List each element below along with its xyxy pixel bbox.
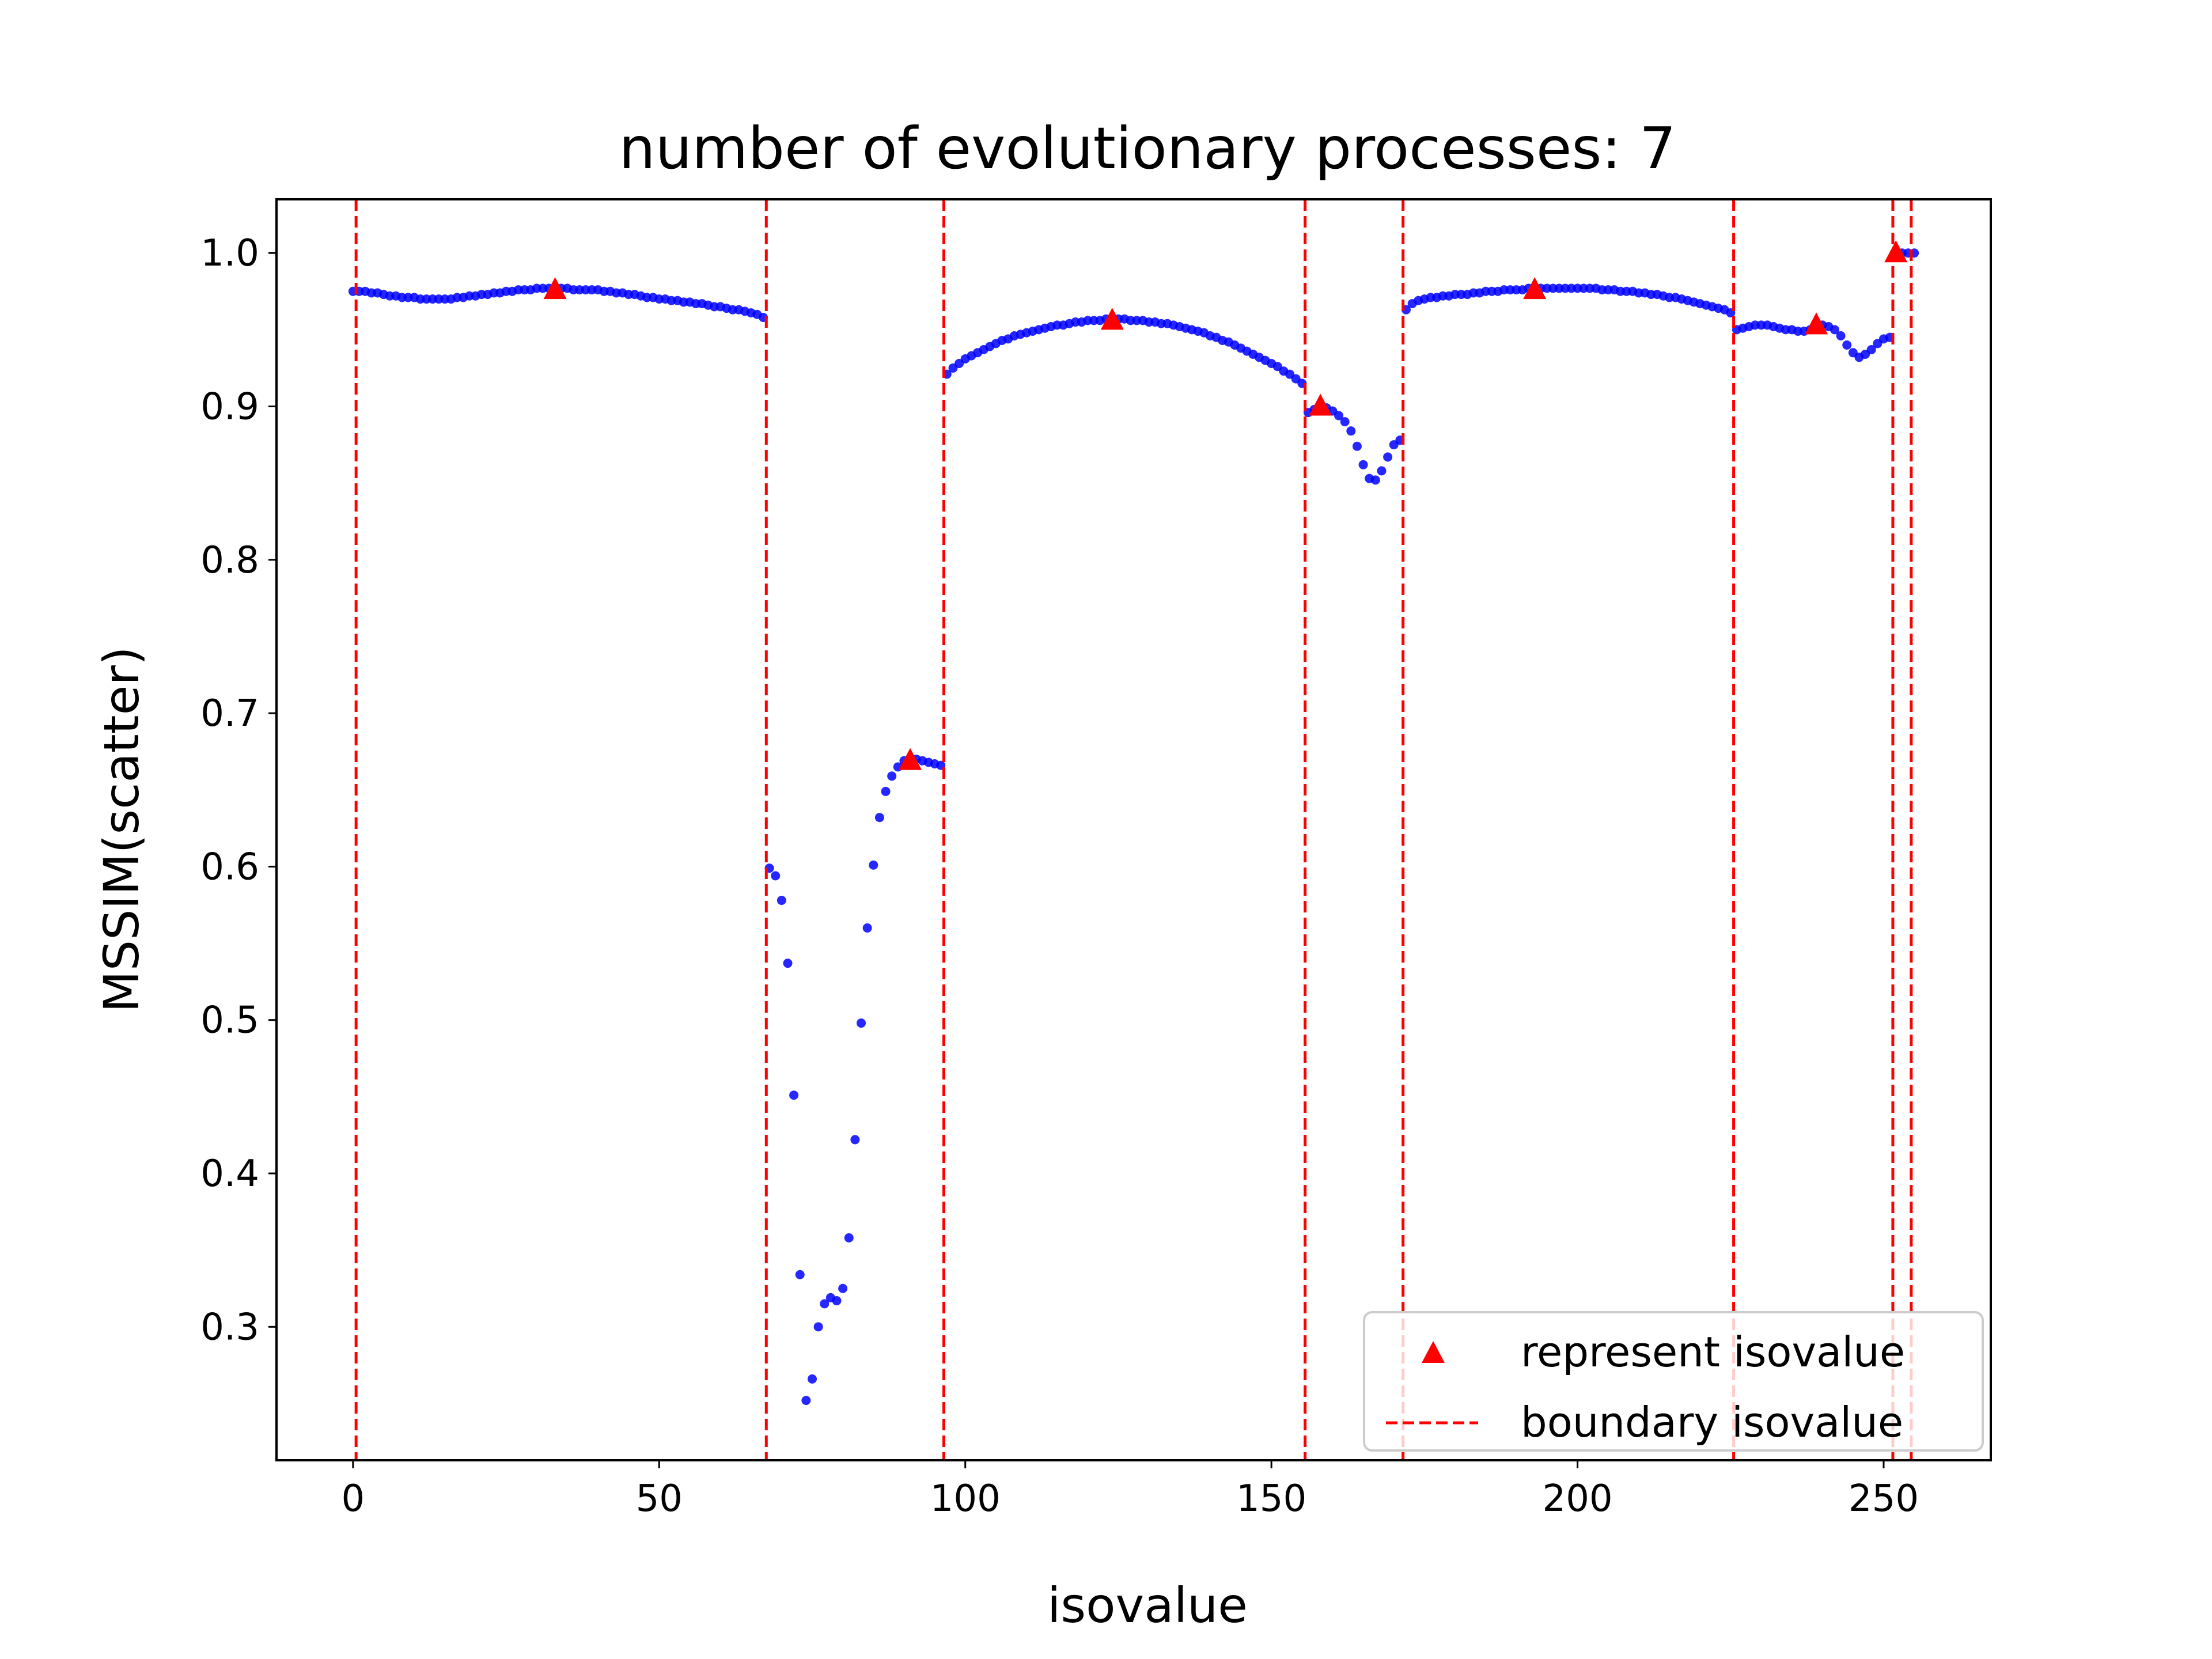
scatter-point bbox=[838, 1283, 848, 1293]
scatter-point bbox=[801, 1396, 811, 1406]
x-axis: 0 50 100 150 200 250 bbox=[341, 1460, 1919, 1520]
legend-represent-icon bbox=[1422, 1341, 1445, 1363]
scatter-point bbox=[808, 1374, 817, 1384]
x-tick-label: 100 bbox=[930, 1478, 1001, 1520]
scatter-point bbox=[820, 1299, 830, 1309]
legend: represent isovalue boundary isovalue bbox=[1363, 1311, 1984, 1452]
plot-area bbox=[348, 199, 1919, 1460]
scatter-point bbox=[832, 1296, 842, 1306]
x-tick-label: 250 bbox=[1849, 1478, 1919, 1520]
scatter-point bbox=[881, 786, 891, 796]
y-tick-label: 0.8 bbox=[200, 539, 259, 582]
x-tick-label: 150 bbox=[1236, 1478, 1306, 1520]
y-tick-label: 1.0 bbox=[200, 232, 259, 275]
scatter-point bbox=[771, 871, 781, 881]
scatter-point bbox=[1377, 466, 1387, 476]
x-tick-label: 50 bbox=[636, 1478, 683, 1520]
scatter-point bbox=[1340, 417, 1350, 427]
represent-marker bbox=[1523, 277, 1547, 300]
scatter-point bbox=[1358, 460, 1368, 469]
y-axis: 0.3 0.4 0.5 0.6 0.7 0.8 0.9 1.0 bbox=[200, 232, 276, 1349]
y-tick-label: 0.5 bbox=[200, 999, 259, 1042]
represent-marker bbox=[543, 277, 567, 300]
scatter-point bbox=[1370, 475, 1380, 485]
scatter-point bbox=[783, 959, 793, 968]
scatter-point bbox=[857, 1018, 866, 1028]
legend-boundary-label: boundary isovalue bbox=[1521, 1398, 1903, 1446]
x-tick-label: 200 bbox=[1542, 1478, 1612, 1520]
chart-title: number of evolutionary processes: 7 bbox=[619, 115, 1676, 182]
scatter-point bbox=[1842, 340, 1852, 350]
represent-marker bbox=[899, 748, 922, 770]
scatter-point bbox=[1383, 452, 1393, 462]
y-tick-label: 0.7 bbox=[200, 692, 259, 735]
scatter-point bbox=[850, 1135, 860, 1145]
represent-marker bbox=[1309, 393, 1332, 416]
scatter-point bbox=[869, 860, 878, 870]
scatter-point bbox=[1334, 411, 1344, 421]
y-tick-label: 0.3 bbox=[200, 1306, 259, 1349]
represent-marker bbox=[1100, 308, 1124, 330]
scatter-point bbox=[1346, 426, 1356, 436]
y-axis-label: MSSIM(scatter) bbox=[93, 646, 150, 1012]
scatter-point bbox=[777, 895, 786, 905]
legend-box bbox=[1363, 1311, 1984, 1452]
scatter-point bbox=[844, 1233, 854, 1243]
y-tick-label: 0.4 bbox=[200, 1153, 259, 1195]
y-tick-label: 0.9 bbox=[200, 386, 259, 429]
scatter-point bbox=[862, 923, 872, 933]
scatter-point bbox=[887, 771, 897, 781]
represent-marker bbox=[1884, 240, 1908, 263]
x-tick-label: 0 bbox=[341, 1478, 365, 1520]
axes-frame bbox=[275, 198, 1992, 1461]
legend-represent-label: represent isovalue bbox=[1521, 1328, 1905, 1376]
y-tick-label: 0.6 bbox=[200, 846, 259, 888]
scatter-point bbox=[874, 813, 884, 823]
scatter-point bbox=[789, 1090, 799, 1100]
scatter-point bbox=[795, 1270, 805, 1279]
scatter-point bbox=[1866, 344, 1876, 354]
scatter-point bbox=[1836, 331, 1846, 341]
x-axis-label: isovalue bbox=[1047, 1577, 1248, 1634]
scatter-point bbox=[1830, 325, 1839, 335]
represent-marker bbox=[1805, 312, 1828, 335]
scatter-point bbox=[1352, 441, 1362, 451]
scatter-point bbox=[813, 1322, 823, 1332]
